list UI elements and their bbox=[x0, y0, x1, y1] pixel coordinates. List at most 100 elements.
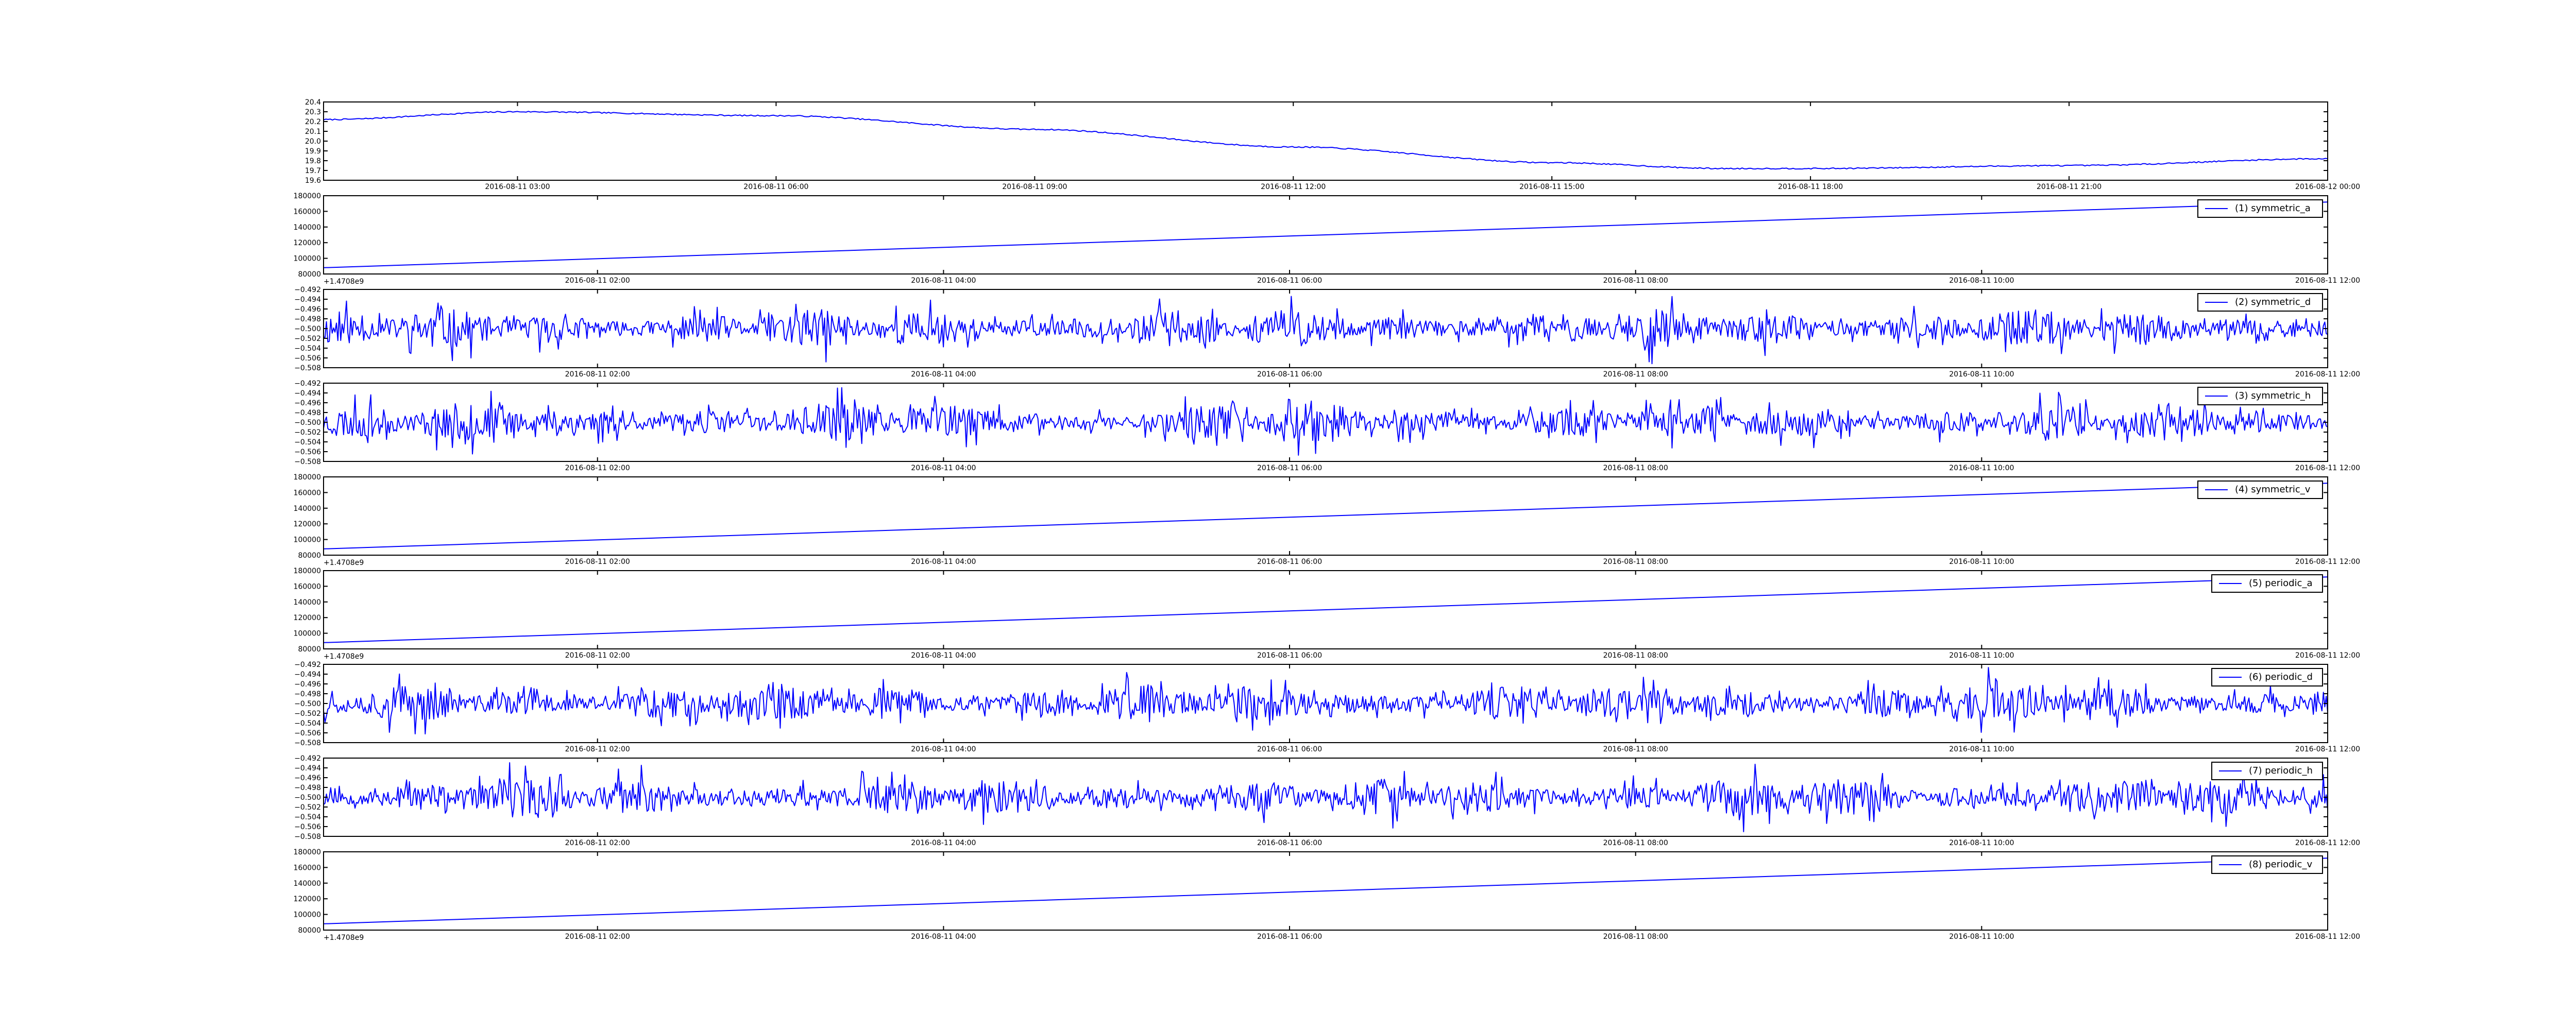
y-tick-label: 120000 bbox=[294, 895, 321, 903]
x-tick-label: 2016-08-11 12:00 bbox=[2295, 933, 2360, 941]
subplot-4: 2016-08-11 02:00 2016-08-11 04:00 2016-08-… bbox=[294, 473, 2361, 567]
y-tick-label: −0.494 bbox=[294, 671, 321, 679]
y-tick-label: 80000 bbox=[298, 926, 321, 935]
y-tick-label: 20.2 bbox=[305, 118, 321, 126]
x-tick-label: 2016-08-11 03:00 bbox=[485, 183, 550, 191]
y-tick-label: −0.504 bbox=[294, 438, 321, 447]
legend-label: (7) periodic_h bbox=[2249, 765, 2313, 776]
x-tick-label: 2016-08-11 12:00 bbox=[2295, 839, 2360, 847]
x-tick-label: 2016-08-11 02:00 bbox=[565, 277, 630, 285]
x-tick-label: 2016-08-11 04:00 bbox=[911, 370, 976, 379]
x-tick-label: 2016-08-11 18:00 bbox=[1778, 183, 1843, 191]
x-tick-label: 2016-08-11 10:00 bbox=[1949, 370, 2014, 379]
x-tick-label: 2016-08-11 02:00 bbox=[565, 933, 630, 941]
series-line-7 bbox=[323, 762, 2328, 832]
y-tick-label: −0.500 bbox=[294, 325, 321, 333]
subplot-2: 2016-08-11 02:00 2016-08-11 04:00 2016-08-… bbox=[294, 286, 2360, 379]
y-tick-label: −0.502 bbox=[294, 710, 321, 718]
y-tick-label: −0.502 bbox=[294, 803, 321, 812]
y-tick-label: −0.492 bbox=[294, 286, 321, 294]
legend-5: (5) periodic_a bbox=[2211, 574, 2323, 593]
y-tick-label: −0.496 bbox=[294, 399, 321, 407]
x-tick-label: 2016-08-11 12:00 bbox=[2295, 464, 2360, 472]
y-tick-label: −0.492 bbox=[294, 754, 321, 763]
y-tick-label: −0.494 bbox=[294, 764, 321, 772]
y-tick-label: −0.496 bbox=[294, 774, 321, 782]
subplot-0: 2016-08-11 03:00 2016-08-11 06:00 2016-08-… bbox=[305, 98, 2360, 191]
x-tick-label: 2016-08-11 06:00 bbox=[1257, 745, 1322, 753]
x-tick-label: 2016-08-11 02:00 bbox=[565, 370, 630, 379]
x-offset-label: +1.4708e9 bbox=[324, 278, 364, 286]
x-tick-label: 2016-08-11 09:00 bbox=[1002, 183, 1067, 191]
x-offset-label: +1.4708e9 bbox=[324, 559, 364, 567]
y-tick-label: 120000 bbox=[294, 520, 321, 528]
x-offset-label: +1.4708e9 bbox=[324, 653, 364, 661]
x-tick-label: 2016-08-11 06:00 bbox=[1257, 933, 1322, 941]
y-tick-label: 20.0 bbox=[305, 138, 321, 146]
legend-label: (8) periodic_v bbox=[2249, 859, 2312, 870]
subplot-7: 2016-08-11 02:00 2016-08-11 04:00 2016-08-… bbox=[294, 754, 2360, 847]
legend-label: (3) symmetric_h bbox=[2235, 390, 2311, 401]
y-tick-label: −0.492 bbox=[294, 380, 321, 388]
legend-label: (4) symmetric_v bbox=[2235, 484, 2311, 495]
y-tick-label: 80000 bbox=[298, 270, 321, 279]
x-tick-label: 2016-08-11 06:00 bbox=[743, 183, 808, 191]
x-tick-label: 2016-08-11 10:00 bbox=[1949, 745, 2014, 753]
x-tick-label: 2016-08-11 04:00 bbox=[911, 651, 976, 660]
x-tick-label: 2016-08-11 12:00 bbox=[1261, 183, 1326, 191]
x-tick-label: 2016-08-11 08:00 bbox=[1603, 277, 1668, 285]
plot-frame-8 bbox=[323, 851, 2328, 931]
y-tick-label: 100000 bbox=[294, 255, 321, 263]
subplot-8: 2016-08-11 02:00 2016-08-11 04:00 2016-08-… bbox=[294, 848, 2361, 942]
series-line-6 bbox=[323, 667, 2328, 735]
y-tick-label: −0.506 bbox=[294, 823, 321, 831]
plot-frame-5 bbox=[323, 570, 2328, 649]
plot-frame-4 bbox=[323, 476, 2328, 556]
subplot-6: 2016-08-11 02:00 2016-08-11 04:00 2016-08-… bbox=[294, 661, 2360, 753]
y-tick-label: −0.508 bbox=[294, 364, 321, 372]
y-tick-label: 20.3 bbox=[305, 108, 321, 116]
x-tick-label: 2016-08-11 10:00 bbox=[1949, 277, 2014, 285]
y-tick-label: −0.492 bbox=[294, 661, 321, 669]
legend-1: (1) symmetric_a bbox=[2197, 199, 2323, 218]
y-tick-label: −0.500 bbox=[294, 419, 321, 427]
y-tick-label: −0.498 bbox=[294, 409, 321, 417]
legend-8: (8) periodic_v bbox=[2211, 855, 2323, 874]
y-tick-label: −0.496 bbox=[294, 680, 321, 689]
y-tick-label: 140000 bbox=[294, 505, 321, 513]
y-tick-label: 160000 bbox=[294, 489, 321, 497]
series-line-5 bbox=[323, 576, 2328, 643]
y-tick-label: 120000 bbox=[294, 614, 321, 622]
x-tick-label: 2016-08-11 02:00 bbox=[565, 651, 630, 660]
legend-7: (7) periodic_h bbox=[2211, 762, 2323, 780]
x-tick-label: 2016-08-11 02:00 bbox=[565, 745, 630, 753]
x-tick-label: 2016-08-11 12:00 bbox=[2295, 558, 2360, 566]
x-tick-label: 2016-08-11 04:00 bbox=[911, 558, 976, 566]
x-tick-label: 2016-08-11 10:00 bbox=[1949, 651, 2014, 660]
y-tick-label: 140000 bbox=[294, 880, 321, 888]
y-tick-label: 19.7 bbox=[305, 167, 321, 175]
x-tick-label: 2016-08-12 00:00 bbox=[2295, 183, 2360, 191]
x-tick-label: 2016-08-11 12:00 bbox=[2295, 745, 2360, 753]
x-tick-label: 2016-08-11 04:00 bbox=[911, 277, 976, 285]
subplot-1: 2016-08-11 02:00 2016-08-11 04:00 2016-08-… bbox=[294, 192, 2361, 286]
x-tick-label: 2016-08-11 12:00 bbox=[2295, 651, 2360, 660]
y-tick-label: 80000 bbox=[298, 645, 321, 654]
y-tick-label: −0.494 bbox=[294, 389, 321, 398]
y-tick-label: −0.500 bbox=[294, 794, 321, 802]
y-tick-label: −0.498 bbox=[294, 315, 321, 323]
series-line-4 bbox=[323, 483, 2328, 550]
y-tick-label: 80000 bbox=[298, 552, 321, 560]
y-tick-label: 20.1 bbox=[305, 128, 321, 136]
legend-label: (5) periodic_a bbox=[2249, 578, 2313, 589]
y-tick-label: 20.4 bbox=[305, 98, 321, 107]
x-tick-label: 2016-08-11 06:00 bbox=[1257, 370, 1322, 379]
y-tick-label: 160000 bbox=[294, 864, 321, 872]
series-line-2 bbox=[323, 296, 2328, 365]
x-tick-label: 2016-08-11 04:00 bbox=[911, 933, 976, 941]
x-tick-label: 2016-08-11 06:00 bbox=[1257, 464, 1322, 472]
x-tick-label: 2016-08-11 06:00 bbox=[1257, 558, 1322, 566]
x-tick-label: 2016-08-11 08:00 bbox=[1603, 745, 1668, 753]
y-tick-label: 180000 bbox=[294, 473, 321, 482]
